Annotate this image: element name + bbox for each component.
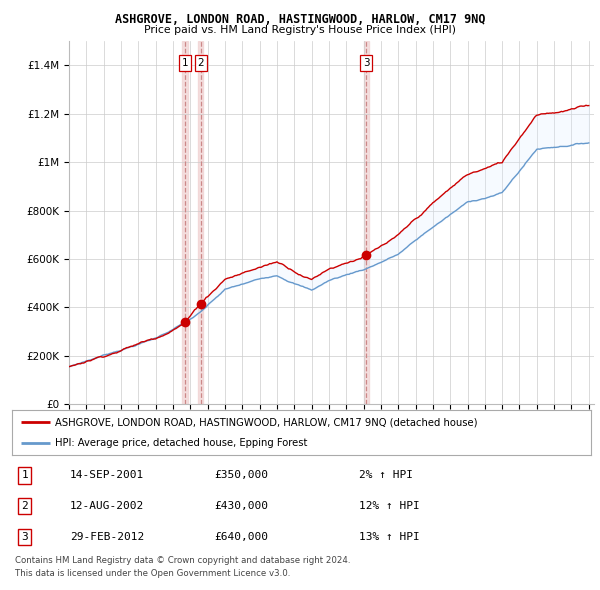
Text: HPI: Average price, detached house, Epping Forest: HPI: Average price, detached house, Eppi… [55,438,308,448]
Text: £640,000: £640,000 [215,532,269,542]
Text: 1: 1 [22,470,28,480]
Text: ASHGROVE, LONDON ROAD, HASTINGWOOD, HARLOW, CM17 9NQ: ASHGROVE, LONDON ROAD, HASTINGWOOD, HARL… [115,13,485,26]
Bar [182,41,188,404]
Text: £350,000: £350,000 [215,470,269,480]
Bar [198,41,203,404]
Bar [364,41,369,404]
Text: 1: 1 [182,58,188,68]
Text: 2: 2 [197,58,204,68]
Text: Contains HM Land Registry data © Crown copyright and database right 2024.
This d: Contains HM Land Registry data © Crown c… [15,556,350,578]
Text: 13% ↑ HPI: 13% ↑ HPI [359,532,420,542]
Text: 12-AUG-2002: 12-AUG-2002 [70,502,144,511]
Text: 14-SEP-2001: 14-SEP-2001 [70,470,144,480]
Text: 29-FEB-2012: 29-FEB-2012 [70,532,144,542]
Text: 3: 3 [363,58,370,68]
Text: 12% ↑ HPI: 12% ↑ HPI [359,502,420,511]
Text: 3: 3 [22,532,28,542]
Text: Price paid vs. HM Land Registry's House Price Index (HPI): Price paid vs. HM Land Registry's House … [144,25,456,35]
Text: 2% ↑ HPI: 2% ↑ HPI [359,470,413,480]
Text: £430,000: £430,000 [215,502,269,511]
Text: 2: 2 [22,502,28,511]
Text: ASHGROVE, LONDON ROAD, HASTINGWOOD, HARLOW, CM17 9NQ (detached house): ASHGROVE, LONDON ROAD, HASTINGWOOD, HARL… [55,417,478,427]
